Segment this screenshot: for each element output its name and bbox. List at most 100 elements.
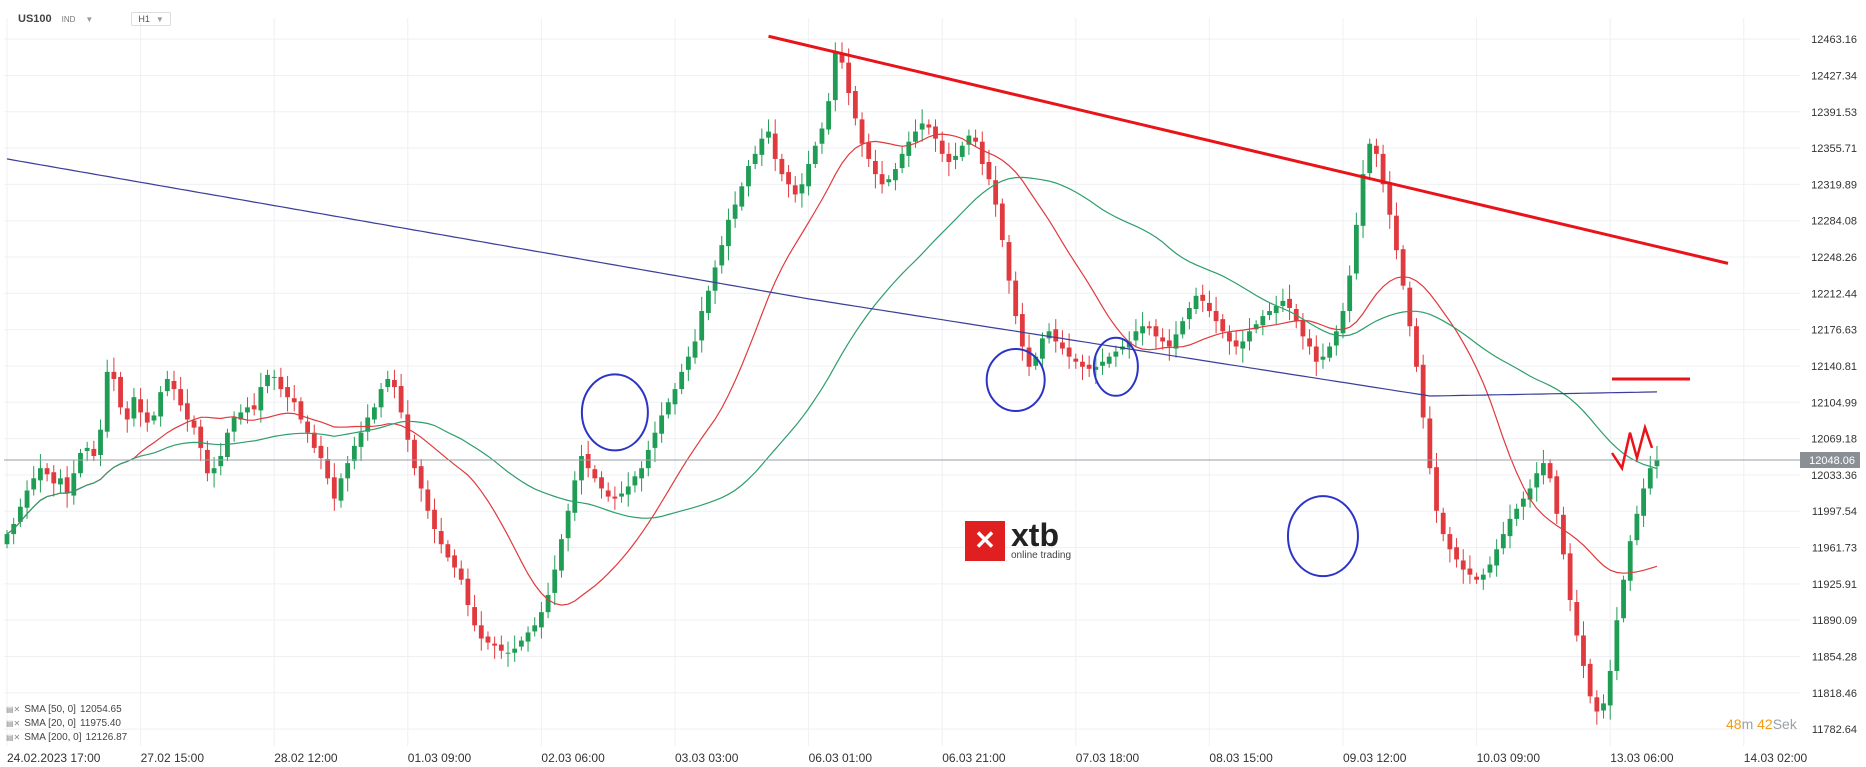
candle-body [1614, 620, 1620, 671]
legend-item-sma200[interactable]: ▤✕ SMA [200, 0] 12126.87 [6, 731, 127, 745]
candle-body [1240, 341, 1246, 349]
candle-body [1634, 513, 1640, 541]
symbol-label[interactable]: US100 [18, 13, 52, 25]
candle-body [1627, 541, 1633, 581]
candle-body [298, 401, 304, 420]
x-tick-label: 01.03 09:00 [408, 751, 472, 765]
candle-body [759, 138, 765, 155]
candle-body [258, 387, 264, 411]
candle-body [1360, 174, 1366, 226]
candle-body [472, 607, 477, 626]
candle-body [345, 463, 351, 479]
settings-icon[interactable]: ▤✕ [6, 733, 21, 742]
candle-body [1260, 316, 1266, 326]
candle-body [739, 186, 745, 207]
candle-body [1454, 547, 1459, 560]
candle-body [271, 376, 277, 378]
candle-body [959, 145, 965, 157]
candle-body [1353, 224, 1359, 274]
legend-item-sma20[interactable]: ▤✕ SMA [20, 0] 11975.40 [6, 717, 127, 731]
candle-body [933, 126, 938, 139]
y-tick-label: 11890.09 [1812, 615, 1857, 627]
candle-body [706, 290, 711, 314]
x-tick-label: 14.03 02:00 [1744, 751, 1808, 765]
candle-body [752, 153, 758, 165]
candle-body [1474, 576, 1479, 580]
candle-body [184, 403, 190, 420]
candle-body [1180, 321, 1186, 335]
candle-body [265, 374, 270, 387]
instrument-type-badge: IND [61, 14, 76, 24]
settings-icon[interactable]: ▤✕ [6, 719, 21, 728]
candle-body [1574, 602, 1580, 636]
candle-body [1400, 249, 1406, 286]
settings-icon[interactable]: ▤✕ [6, 705, 21, 714]
timeframe-select[interactable]: H1 ▼ [131, 12, 171, 26]
y-tick-label: 12069.18 [1811, 434, 1857, 446]
timeframe-value: H1 [138, 14, 150, 24]
candle-body [44, 468, 50, 475]
resistance-trendline [768, 34, 1729, 265]
legend-item-sma50[interactable]: ▤✕ SMA [50, 0] 12054.65 [6, 703, 127, 717]
candle-body [559, 539, 564, 571]
candle-body [1507, 518, 1513, 537]
candle-body [485, 636, 491, 643]
candle-body [1220, 319, 1226, 332]
candle-body [1487, 564, 1493, 573]
candle-body [599, 477, 604, 489]
y-tick-label: 12104.99 [1811, 397, 1857, 409]
candle-body [685, 356, 691, 370]
candle-body [906, 141, 912, 156]
candle-body [726, 219, 731, 247]
candle-body [1500, 534, 1506, 549]
sma20-line [6, 133, 1658, 606]
candle-body [1394, 215, 1399, 251]
candle-body [1140, 326, 1145, 334]
candle-body [325, 459, 331, 479]
candle-body [405, 414, 411, 440]
countdown-seconds-unit: Sek [1772, 716, 1797, 732]
current-price-tag [1800, 452, 1860, 469]
candle-body [806, 164, 811, 187]
candle-body [939, 140, 945, 154]
candle-body [632, 476, 638, 486]
candle-body [1300, 320, 1306, 337]
x-tick-label: 27.02 15:00 [141, 751, 205, 765]
candle-body [1080, 361, 1085, 367]
candle-body [378, 389, 384, 408]
candle-body [1494, 549, 1500, 566]
candle-body [385, 378, 391, 388]
candle-body [151, 415, 157, 421]
candle-body [478, 625, 484, 639]
candle-body [913, 131, 918, 142]
x-tick-label: 06.03 01:00 [809, 751, 873, 765]
legend-label: SMA [200, 0] [24, 732, 82, 743]
highlight-circle [985, 347, 1046, 412]
candle-body [492, 643, 498, 646]
candle-body [392, 379, 397, 388]
candle-body [365, 417, 371, 432]
candle-body [919, 123, 925, 130]
x-tick-label: 07.03 18:00 [1076, 751, 1140, 765]
candle-body [1554, 476, 1560, 514]
candle-body [899, 153, 905, 169]
x-tick-label: 02.03 06:00 [541, 751, 605, 765]
candle-body [999, 203, 1005, 241]
candle-body [104, 371, 110, 432]
candle-body [331, 477, 337, 499]
candle-body [1374, 145, 1379, 154]
candle-body [231, 417, 237, 432]
candle-body [1641, 488, 1646, 516]
chevron-down-icon[interactable]: ▼ [85, 14, 94, 24]
candle-body [539, 612, 544, 628]
legend-value: 12126.87 [85, 732, 128, 743]
candle-body [1534, 473, 1540, 488]
candle-body [1320, 356, 1326, 360]
candle-body [1581, 635, 1586, 666]
y-tick-label: 12248.26 [1811, 252, 1857, 264]
candle-body [412, 439, 417, 469]
candle-body [819, 128, 825, 144]
candle-body [91, 448, 97, 457]
highlight-circle [1092, 336, 1139, 397]
